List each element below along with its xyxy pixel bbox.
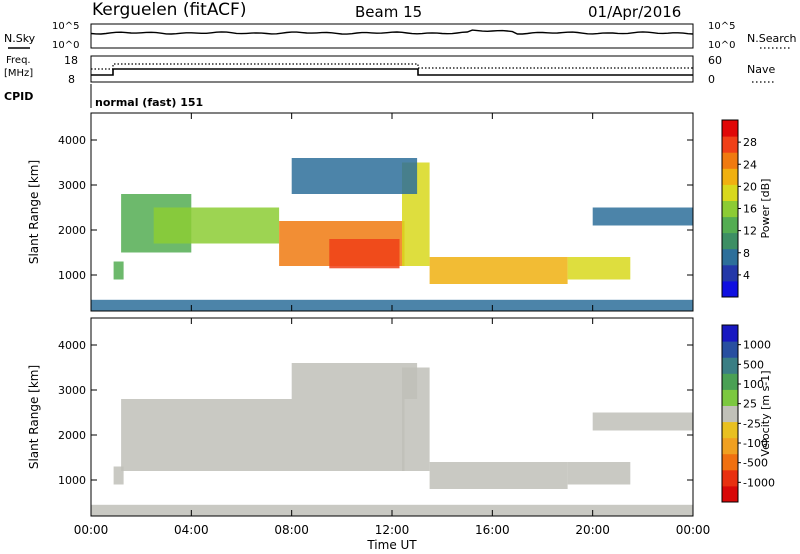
colorbar-tick-label: 4 (743, 269, 750, 282)
colorbar-swatch (722, 485, 738, 503)
colorbar-swatch (722, 120, 738, 137)
velocity-colorbar: 1000 500 100 25 -25 -100 -500 -1000 Velocity [m … (721, 324, 775, 503)
colorbar-swatch (722, 232, 738, 250)
colorbar-swatch (722, 136, 738, 153)
velocity-panel: 1000 2000 3000 4000 Slant Range [km] (27, 317, 694, 517)
x-tick-label: 12:00 (375, 523, 410, 537)
colorbar-tick-label: 100 (743, 378, 764, 391)
cpid-text: normal (fast) 151 (95, 96, 203, 109)
y-tick-label: 4000 (58, 339, 86, 352)
x-tick-label: 04:00 (174, 523, 209, 537)
colorbar-swatch (722, 325, 738, 342)
x-tick-label: 08:00 (274, 523, 309, 537)
colorbar-swatch (722, 280, 738, 298)
y-tick-label: 2000 (58, 224, 86, 237)
nave-tick-top: 60 (708, 54, 722, 67)
colorbar-tick-label: 20 (743, 180, 757, 193)
date-title: 01/Apr/2016 (588, 3, 681, 21)
colorbar-frame (721, 324, 739, 503)
colorbar-title: Power [dB] (759, 179, 772, 239)
noise-right-label: N.Search (747, 32, 797, 45)
cpid-label: CPID (4, 90, 33, 103)
colorbar-tick-label: 25 (743, 398, 757, 411)
frequency-series (91, 68, 693, 76)
noise-right-tick-bottom: 10^0 (708, 40, 735, 51)
colorbar-title: Velocity [m s-1] (759, 370, 772, 456)
freq-label-line1: Freq. (6, 55, 31, 66)
colorbar-swatch (722, 357, 738, 374)
noise-left-tick-top: 10^5 (52, 21, 79, 32)
colorbar-tick-label: -25 (743, 417, 761, 430)
data-region (567, 257, 631, 280)
colorbar-swatch (722, 469, 738, 487)
data-region (329, 239, 400, 269)
colorbar-swatch (722, 421, 738, 439)
data-region (429, 257, 568, 284)
colorbar-swatch (722, 437, 738, 455)
data-region (291, 363, 418, 399)
data-region (567, 462, 631, 485)
x-tick-label: 16:00 (475, 523, 510, 537)
x-axis-title: Time UT (366, 538, 417, 552)
freq-tick-top: 18 (64, 54, 78, 67)
noise-sky-series (90, 29, 694, 35)
noise-left-label: N.Sky (4, 32, 36, 45)
time-axis: 00:00 04:00 08:00 12:00 16:00 20:00 00:00 (74, 523, 711, 537)
data-region (121, 399, 405, 471)
colorbar-tick-label: -500 (743, 457, 768, 470)
colorbar-swatch (722, 405, 738, 423)
colorbar-swatch (722, 341, 738, 358)
data-region (429, 462, 568, 489)
freq-tick-bottom: 8 (68, 73, 75, 86)
data-region (113, 261, 124, 280)
colorbar-tick-label: 16 (743, 203, 757, 216)
colorbar-tick-label: -1000 (743, 476, 775, 489)
freq-label-line2: [MHz] (4, 68, 33, 79)
colorbar-swatch (722, 184, 738, 201)
x-tick-label: 00:00 (676, 523, 711, 537)
colorbar-swatch (722, 200, 738, 218)
colorbar-swatch (722, 373, 738, 390)
data-region (113, 466, 124, 485)
noise-left-tick-bottom: 10^0 (52, 40, 79, 51)
colorbar-tick-label: 1000 (743, 339, 771, 352)
x-tick-label: 20:00 (575, 523, 610, 537)
nave-series (91, 63, 693, 70)
colorbar-swatch (722, 152, 738, 169)
colorbar-tick-label: -100 (743, 437, 768, 450)
data-region (592, 207, 693, 226)
colorbar-swatch (722, 453, 738, 471)
power-colorbar: 4 8 12 16 20 24 28 Power [dB] (721, 119, 772, 298)
colorbar-swatch (722, 248, 738, 266)
data-region (592, 412, 693, 431)
y-tick-label: 3000 (58, 384, 86, 397)
colorbar-tick-label: 24 (743, 158, 757, 171)
colorbar-tick-label: 12 (743, 225, 757, 238)
beam-title: Beam 15 (355, 3, 422, 21)
y-tick-label: 1000 (58, 474, 86, 487)
y-tick-label: 3000 (58, 179, 86, 192)
colorbar-swatch (722, 168, 738, 185)
colorbar-tick-label: 500 (743, 358, 764, 371)
colorbar-swatch (722, 264, 738, 282)
data-region (153, 207, 280, 244)
x-tick-label: 00:00 (74, 523, 109, 537)
colorbar-tick-label: 8 (743, 247, 750, 260)
colorbar-swatch (722, 389, 738, 406)
colorbar-swatch (722, 216, 738, 234)
colorbar-tick-label: 28 (743, 136, 757, 149)
station-title: Kerguelen (fitACF) (92, 0, 246, 20)
y-tick-label: 2000 (58, 429, 86, 442)
y-tick-label: 4000 (58, 134, 86, 147)
noise-panel-frame (90, 23, 694, 49)
nave-tick-bottom: 0 (708, 73, 715, 86)
y-axis-title: Slant Range [km] (27, 365, 41, 469)
noise-right-tick-top: 10^5 (708, 21, 735, 32)
data-region (291, 158, 418, 194)
y-axis-title: Slant Range [km] (27, 160, 41, 264)
power-panel: 1000 2000 3000 4000 Slant Range [km] (27, 112, 694, 312)
nave-label: Nave (747, 63, 775, 76)
y-tick-label: 1000 (58, 269, 86, 282)
